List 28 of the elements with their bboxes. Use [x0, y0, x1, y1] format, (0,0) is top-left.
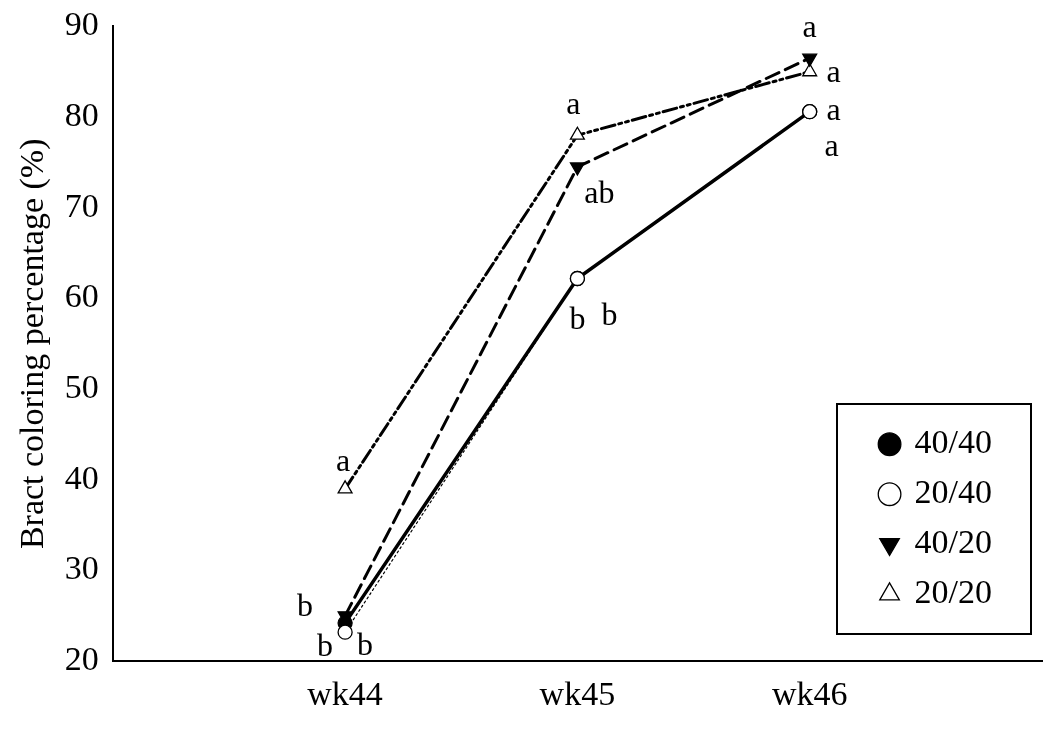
y-tick-label: 20: [64, 640, 99, 678]
y-axis-title: Bract coloring percentage (%): [13, 138, 52, 550]
annotation: b: [569, 299, 586, 336]
x-tick-label: wk45: [539, 674, 616, 712]
annotation: b: [297, 587, 314, 624]
annotation: a: [336, 442, 351, 479]
annotation: b: [317, 626, 334, 663]
x-tick-label: wk44: [307, 674, 383, 712]
x-tick-label: wk46: [771, 674, 848, 712]
legend-label: 20/40: [914, 473, 993, 511]
annotation: b: [601, 295, 618, 332]
y-tick-label: 30: [64, 549, 99, 587]
y-tick-label: 60: [64, 277, 99, 315]
annotation: ab: [584, 174, 615, 211]
y-tick-label: 80: [64, 96, 99, 134]
annotation: a: [826, 91, 841, 128]
annotation: b: [357, 625, 374, 662]
y-tick-label: 50: [64, 368, 99, 406]
annotation: a: [566, 84, 581, 121]
y-tick-label: 40: [64, 458, 99, 496]
legend-label: 40/20: [914, 523, 993, 561]
annotation: a: [824, 127, 839, 164]
y-tick-label: 90: [64, 5, 99, 43]
legend-label: 20/20: [914, 573, 993, 611]
annotation: a: [826, 53, 841, 90]
annotation: a: [802, 7, 817, 44]
y-tick-label: 70: [64, 186, 99, 224]
legend-label: 40/40: [914, 423, 993, 461]
